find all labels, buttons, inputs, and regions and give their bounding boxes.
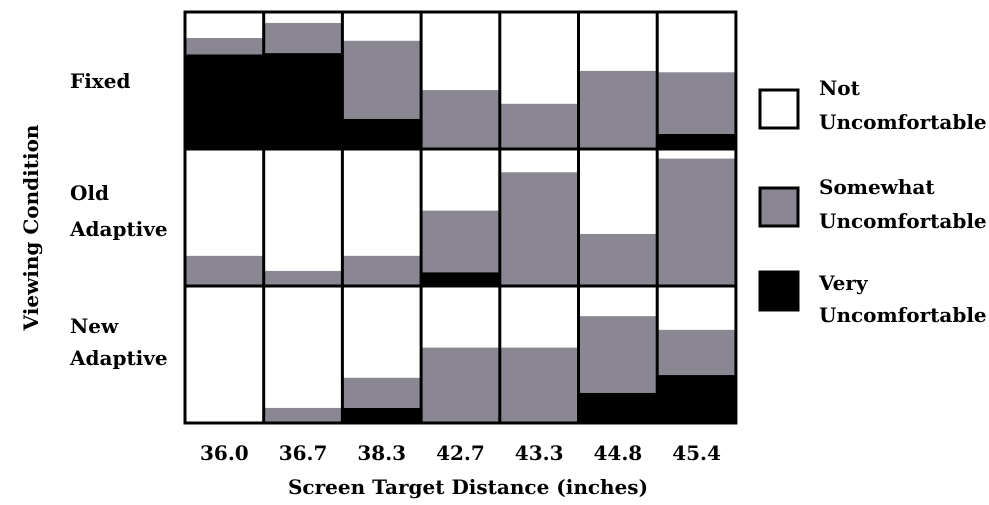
bar-segment-somewhat (499, 347, 579, 423)
bar-segment-somewhat (421, 347, 500, 423)
x-tick-label: 42.7 (436, 441, 485, 465)
bar-segment-somewhat (657, 329, 736, 376)
x-tick-label: 36.7 (279, 441, 328, 465)
legend-label-very: Uncomfortable (819, 303, 987, 327)
bar-segment-not (657, 12, 736, 73)
bar-segment-somewhat (263, 407, 343, 423)
x-tick-label: 45.4 (672, 441, 721, 465)
legend-label-not: Not (819, 76, 861, 100)
x-tick-label: 43.3 (515, 441, 564, 465)
condition-label: Old (70, 181, 109, 205)
bar-segment-not (499, 149, 579, 173)
legend-swatch-somewhat (758, 186, 800, 228)
bar-segment-not (421, 149, 500, 211)
bar-segment-somewhat (342, 255, 422, 286)
bar-segment-not (185, 12, 264, 39)
bar-segment-very (421, 272, 500, 286)
condition-label: Fixed (70, 69, 130, 93)
plot-frame (183, 10, 738, 425)
bar-segment-not (578, 286, 658, 317)
bar-segment-somewhat (263, 270, 343, 286)
y-axis-label: Viewing Condition (19, 124, 43, 331)
bar-segment-not (342, 286, 422, 378)
bar-segment-somewhat (421, 90, 500, 149)
bar-segment-not (578, 12, 658, 71)
legend-swatch-not (758, 88, 800, 130)
bar-segment-not (657, 286, 736, 330)
bar-segment-somewhat (578, 316, 658, 393)
bar-segment-not (421, 286, 500, 348)
bar-segment-not (185, 286, 264, 423)
x-tick-label: 36.0 (200, 441, 249, 465)
bar-segment-somewhat (421, 210, 500, 273)
bar-segment-very (185, 54, 264, 149)
legend-swatch-very (758, 270, 800, 312)
bar-segment-somewhat (657, 158, 736, 286)
bar-segment-not (421, 12, 500, 91)
x-tick-label: 38.3 (357, 441, 406, 465)
bar-segment-very (657, 133, 736, 149)
condition-label: Adaptive (69, 346, 168, 370)
legend-label-somewhat: Somewhat (819, 175, 935, 199)
legend-label-somewhat: Uncomfortable (819, 209, 987, 233)
bar-segment-somewhat (499, 103, 579, 149)
bar-segment-not (499, 286, 579, 348)
bar-segment-not (499, 12, 579, 104)
bar-segment-not (185, 149, 264, 256)
bar-segment-not (263, 12, 343, 23)
bar-segment-very (263, 53, 343, 149)
bar-segment-somewhat (499, 172, 579, 286)
bar-segment-very (657, 375, 736, 423)
bar-segment-somewhat (578, 233, 658, 286)
bar-segment-somewhat (657, 72, 736, 134)
bar-segment-somewhat (263, 22, 343, 54)
legend-label-very: Very (818, 271, 869, 295)
x-tick-label: 44.8 (593, 441, 642, 465)
x-axis-label: Screen Target Distance (inches) (288, 475, 648, 499)
bar-segment-not (657, 149, 736, 159)
bar-segment-somewhat (342, 40, 422, 119)
bar-segment-somewhat (185, 38, 264, 55)
bar-segment-very (342, 118, 422, 149)
bar-segment-not (342, 12, 422, 41)
legend-label-not: Uncomfortable (819, 110, 987, 134)
bar-segment-somewhat (342, 377, 422, 408)
bar-segment-somewhat (578, 70, 658, 149)
bar-segment-not (263, 149, 343, 271)
condition-label: New (70, 314, 119, 338)
bar-segment-very (578, 392, 658, 423)
condition-label: Adaptive (69, 217, 168, 241)
bar-segment-not (263, 286, 343, 408)
bar-segment-somewhat (185, 255, 264, 286)
bar-segment-not (342, 149, 422, 256)
bar-segment-not (578, 149, 658, 234)
bar-segment-very (342, 407, 422, 423)
